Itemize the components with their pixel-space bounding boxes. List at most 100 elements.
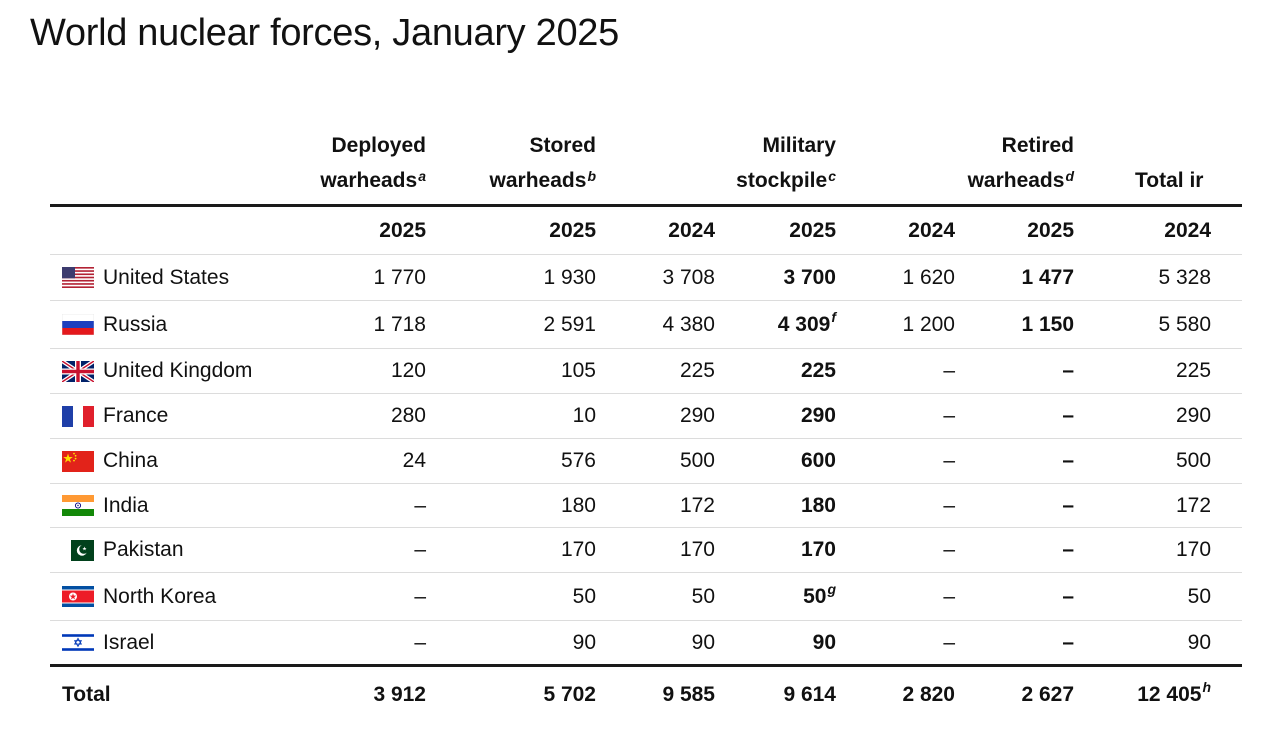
deployed-cell: – — [298, 572, 438, 621]
stored-header-line2: warheads — [489, 169, 587, 192]
retired-2025-cell: – — [967, 527, 1087, 573]
total-2024-cell: 225 — [1086, 348, 1224, 394]
stored-cell: 50 — [438, 572, 608, 621]
total-deployed: 3 912 — [298, 664, 438, 723]
military-2024-cell: 225 — [608, 348, 727, 394]
military-2024-cell: 172 — [608, 483, 727, 528]
military-2025-note: f — [831, 308, 836, 325]
table-row: North Korea –50 50 50g – –50 — [50, 572, 1242, 621]
military-header-note: c — [828, 168, 836, 184]
deployed-cell: 1 770 — [298, 254, 438, 301]
stored-cell: 576 — [438, 438, 608, 484]
country-cell: North Korea — [50, 572, 298, 621]
military-2025-value: 4 309 — [777, 312, 831, 336]
military-2024-cell: 50 — [608, 572, 727, 621]
military-2025-cell: 4 309f — [727, 300, 848, 349]
total-inventory-header: Total ir — [1086, 106, 1242, 206]
military-2025-cell: 90 — [727, 621, 848, 666]
country-name: Russia — [103, 312, 168, 336]
military-2025-value: 170 — [800, 538, 836, 561]
retired-2025-cell: – — [1062, 630, 1075, 654]
military-2025-cell: 50g — [727, 572, 848, 621]
page-title: World nuclear forces, January 2025 — [30, 12, 619, 54]
country-cell: Russia — [50, 300, 298, 349]
table-body: United States 1 770 1 930 3 708 3 700 1 620 1 … — [50, 254, 1242, 666]
year-retired-2025: 2025 — [967, 204, 1087, 255]
table-row: United States 1 770 1 930 3 708 3 700 1 620 1 … — [50, 254, 1242, 301]
country-cell: Israel — [50, 621, 298, 666]
country-cell: India — [50, 483, 298, 528]
stored-cell: 180 — [438, 483, 608, 528]
year-deployed: 2025 — [298, 204, 438, 255]
total-retired-2025: 2 627 — [967, 664, 1087, 723]
retired-2024-cell: 1 200 — [848, 300, 967, 349]
retired-2024-cell: – — [848, 438, 967, 484]
deployed-header-line1: Deployed — [331, 134, 426, 157]
military-stockpile-header: Military stockpilec — [608, 106, 848, 206]
north-korea-flag-icon — [62, 586, 94, 607]
deployed-header-note: a — [418, 168, 426, 184]
total-row: Total 3 912 5 702 9 585 9 614 2 820 2 62… — [50, 664, 1242, 723]
military-header-line1: Military — [762, 134, 836, 157]
year-stored: 2025 — [438, 204, 608, 255]
military-2025-value: 225 — [800, 359, 836, 382]
country-name: Israel — [103, 630, 155, 654]
stored-cell: 1 930 — [438, 254, 608, 301]
stored-cell: 2 591 — [438, 300, 608, 349]
country-name: China — [103, 449, 158, 472]
stored-cell: 170 — [438, 527, 608, 573]
country-name: United States — [103, 265, 230, 289]
total-2024-cell: 50 — [1086, 572, 1224, 621]
total-2024-cell: 172 — [1086, 483, 1224, 528]
deployed-cell: – — [298, 483, 438, 528]
total-2024-cell: 500 — [1086, 438, 1224, 484]
retired-2025-cell: 1 150 — [967, 300, 1087, 349]
retired-2024-cell: 1 620 — [848, 254, 967, 301]
stored-header-line1: Stored — [529, 134, 596, 157]
year-military-2024: 2024 — [608, 204, 727, 255]
year-total-2024: 2024 — [1086, 204, 1224, 255]
table-row: Russia 1 718 2 591 4 380 4 309f 1 200 1 150 5 5… — [50, 300, 1242, 349]
military-2025-value: 290 — [800, 404, 836, 427]
country-name: Pakistan — [103, 538, 184, 561]
table-viewport[interactable]: Deployed warheads a Stored warheadsb Mili… — [50, 106, 1242, 726]
uk-flag-icon — [62, 360, 94, 382]
country-column-header — [50, 106, 298, 206]
year-military-2025: 2025 — [727, 204, 848, 255]
total-header-line2: Total ir — [1135, 169, 1204, 192]
table-row: India –180 172 180– –172 — [50, 483, 1242, 528]
retired-warheads-header: Retired warheadsd — [848, 106, 1086, 206]
country-cell: Pakistan — [50, 527, 298, 573]
military-2024-cell: 4 380 — [608, 300, 727, 349]
retired-2024-cell: – — [848, 527, 967, 573]
table-row: Pakistan –170 170 170– –170 — [50, 527, 1242, 573]
country-name: India — [103, 493, 149, 517]
military-2025-value: 3 700 — [783, 265, 836, 289]
total-retired-2024: 2 820 — [848, 664, 967, 723]
retired-2025-cell: 1 477 — [967, 254, 1087, 301]
russia-flag-icon — [62, 314, 94, 335]
france-flag-icon — [62, 405, 94, 427]
retired-2025-cell: – — [967, 393, 1087, 439]
deployed-cell: 280 — [298, 393, 438, 439]
retired-2025-cell: – — [967, 572, 1087, 621]
retired-header-note: d — [1065, 168, 1075, 184]
military-2025-value: 50 — [803, 584, 827, 608]
retired-2024-cell: – — [848, 348, 967, 394]
deployed-cell: 120 — [298, 348, 438, 394]
column-group-header-row: Deployed warheads a Stored warheadsb Mili… — [50, 106, 1242, 206]
country-name: France — [103, 404, 169, 427]
stored-warheads-header: Stored warheadsb — [438, 106, 608, 206]
retired-2024-cell: – — [848, 483, 967, 528]
military-2025-cell: 600 — [727, 438, 848, 484]
military-2025-cell: 225 — [727, 348, 848, 394]
stored-cell: 90 — [572, 630, 596, 654]
year-retired-2024: 2024 — [848, 204, 967, 255]
total-stored: 5 702 — [438, 664, 608, 723]
military-2025-cell: 180 — [727, 483, 848, 528]
table-row: France 280 10 290 290– –290 — [50, 393, 1242, 439]
total-inventory-2024-value: 12 405 — [1137, 683, 1202, 706]
china-flag-icon — [62, 450, 94, 472]
us-flag-icon — [62, 267, 94, 288]
military-2024-cell: 90 — [691, 630, 715, 654]
